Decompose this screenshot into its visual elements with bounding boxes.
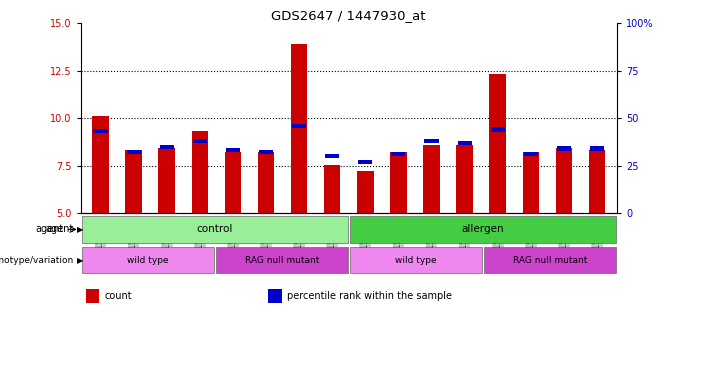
Bar (556, 149, 572, 213)
Text: agent: agent (46, 224, 74, 235)
Bar (291, 44, 307, 213)
Bar (357, 171, 374, 213)
Bar (191, 131, 208, 213)
Bar (226, 148, 240, 152)
Text: control: control (196, 224, 233, 235)
Bar (216, 247, 348, 273)
Bar (358, 160, 372, 164)
Bar (158, 149, 175, 213)
Bar (292, 124, 306, 128)
Bar (423, 145, 440, 213)
Bar (456, 145, 473, 213)
Text: percentile rank within the sample: percentile rank within the sample (287, 291, 452, 301)
Bar (458, 141, 472, 145)
Bar (259, 150, 273, 154)
Bar (324, 165, 341, 213)
Text: agent: agent (36, 224, 64, 235)
Bar (125, 151, 142, 213)
Text: RAG null mutant: RAG null mutant (245, 256, 319, 265)
Bar (350, 247, 482, 273)
Bar (93, 129, 107, 134)
Bar (224, 152, 241, 213)
Bar (127, 150, 141, 154)
Text: ▶: ▶ (77, 225, 83, 234)
Text: allergen: allergen (461, 224, 504, 235)
Bar (391, 152, 405, 156)
Bar (390, 152, 407, 213)
Bar (325, 154, 339, 158)
Bar (93, 116, 109, 213)
Bar (590, 146, 604, 151)
Bar (557, 146, 571, 151)
Bar (524, 152, 538, 156)
Title: GDS2647 / 1447930_at: GDS2647 / 1447930_at (271, 9, 426, 22)
Bar (86, 289, 100, 303)
Bar (350, 216, 616, 243)
Text: genotype/variation: genotype/variation (0, 256, 74, 265)
Bar (258, 152, 274, 213)
Bar (589, 151, 605, 213)
Bar (193, 139, 207, 143)
Bar (484, 247, 616, 273)
Bar (81, 216, 348, 243)
Bar (268, 289, 282, 303)
Text: wild type: wild type (127, 256, 168, 265)
Bar (491, 127, 505, 132)
Bar (81, 247, 214, 273)
Text: count: count (104, 291, 132, 301)
Bar (160, 144, 174, 149)
Bar (425, 139, 439, 143)
Text: RAG null mutant: RAG null mutant (512, 256, 587, 265)
Text: wild type: wild type (395, 256, 437, 265)
Text: ▶: ▶ (77, 256, 83, 265)
Bar (522, 152, 539, 213)
Bar (489, 74, 506, 213)
